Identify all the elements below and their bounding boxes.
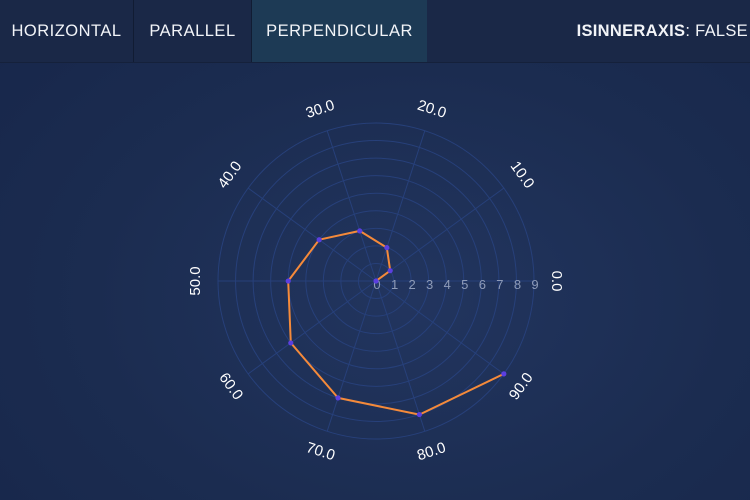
data-point [501,371,507,377]
radial-tick-label: 8 [514,277,521,292]
series-layer [285,228,507,418]
radial-tick-label: 1 [391,277,398,292]
radial-tick-label: 4 [444,277,451,292]
angular-tick-label: 70.0 [304,439,337,464]
radial-tick-label: 5 [461,277,468,292]
grid-spoke [375,280,426,432]
polar-chart: 0.010.020.030.040.050.060.070.0 80.090.0 … [187,97,565,465]
radial-tick-label: 9 [531,277,538,292]
angular-tick-label: 60.0 [215,370,246,404]
angular-tick-label: 30.0 [304,97,337,122]
data-point [288,340,294,346]
data-point [335,395,341,401]
grid-spoke [375,130,426,282]
grid-spoke [375,280,505,375]
data-point [387,268,393,274]
angular-tick-label: 50.0 [187,266,204,295]
radial-tick-label: 6 [479,277,486,292]
option-key: ISINNERAXIS [576,22,686,40]
radial-tick-label: 2 [408,277,415,292]
angular-tick-label: 0.0 [548,271,565,292]
data-point [357,228,363,234]
series-line [287,229,505,416]
radial-tick-label: 0 [373,277,380,292]
grid-spoke [326,130,377,282]
angular-tick-label: 40.0 [214,158,245,192]
radial-tick-label: 7 [496,277,503,292]
option-value: FALSE [695,22,748,40]
angular-tick-label: 20.0 [415,97,448,122]
toolbar: HORIZONTAL PARALLEL PERPENDICULAR ISINNE… [0,0,750,63]
angular-tick-label: 80.0 [415,439,448,464]
grid-spoke [326,280,377,432]
tab-parallel[interactable]: PARALLEL [134,0,252,62]
isinneraxis-option[interactable]: ISINNERAXIS: FALSE [577,0,748,62]
grid-spoke [247,187,377,282]
data-point [316,237,322,243]
tab-perpendicular[interactable]: PERPENDICULAR [252,0,427,62]
tab-horizontal[interactable]: HORIZONTAL [0,0,134,62]
data-point [384,245,390,251]
radial-tick-label: 3 [426,277,433,292]
angular-tick-label: 90.0 [506,370,537,404]
angular-tick-label: 10.0 [507,158,538,192]
grid-spoke [247,280,377,375]
grid-spoke [375,187,505,282]
data-point [285,278,291,284]
data-point [373,278,379,284]
data-point [416,411,422,418]
option-separator: : [685,22,696,40]
